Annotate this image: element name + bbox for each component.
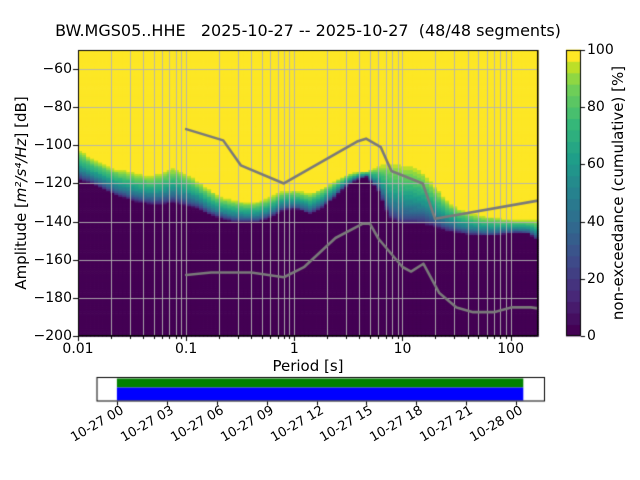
y-tick-label: −100	[33, 137, 72, 154]
y-tick-label: −200	[33, 328, 72, 344]
y-tick-label: −120	[33, 175, 72, 192]
plot-title: BW.MGS05..HHE 2025-10-27 -- 2025-10-27 (…	[55, 21, 561, 40]
colorbar-tick-label: 100	[587, 42, 614, 58]
x-tick-label: 10	[393, 341, 412, 357]
colorbar-tick-label: 0	[587, 328, 596, 344]
y-tick-label: −80	[42, 99, 72, 116]
colorbar-label: non-exceedance (cumulative) [%]	[609, 65, 627, 321]
y-tick-label: −180	[33, 289, 72, 306]
y-tick-label: −160	[33, 251, 72, 268]
x-tick-label: 0.01	[62, 341, 94, 357]
x-axis-label: Period [s]	[272, 357, 344, 375]
colorbar-tick-label: 20	[587, 270, 605, 287]
y-tick-label: −140	[33, 213, 72, 230]
colorbar-tick-label: 80	[587, 99, 605, 116]
x-tick-label: 1	[289, 341, 299, 357]
y-tick-label: −60	[42, 61, 72, 78]
colorbar-tick-label: 40	[587, 213, 605, 230]
x-tick-label: 0.1	[175, 341, 198, 357]
x-tick-label: 100	[497, 341, 524, 357]
colorbar-tick-label: 60	[587, 156, 605, 173]
